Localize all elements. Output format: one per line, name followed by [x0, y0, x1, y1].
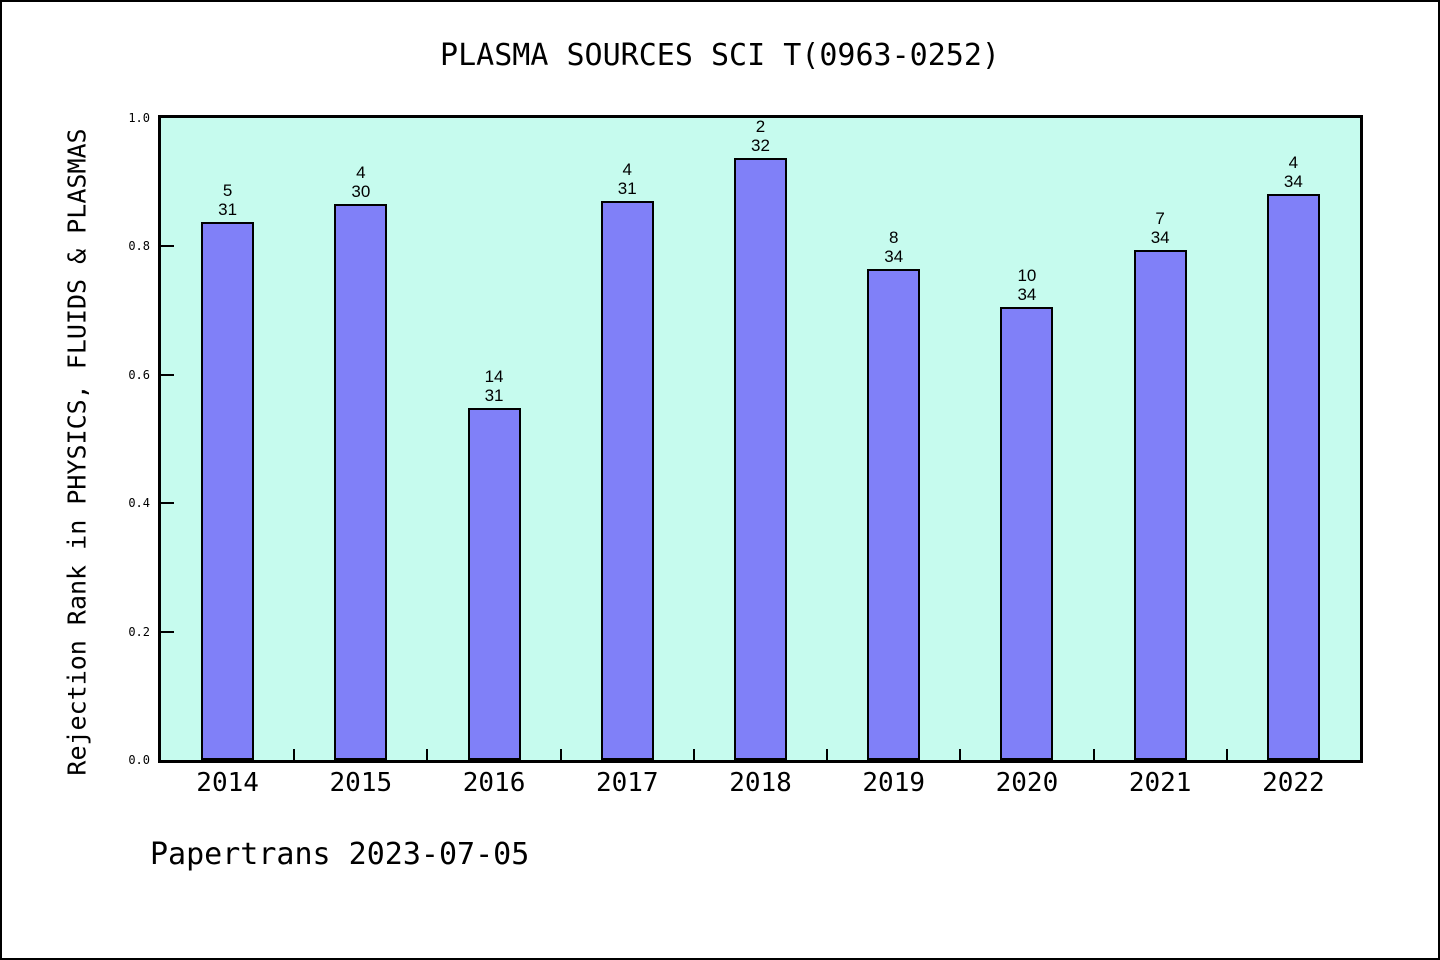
bar: [467, 407, 521, 760]
x-tick-label: 2016: [462, 768, 526, 798]
bar: [201, 221, 255, 760]
bar: [1133, 250, 1187, 760]
bar-value-label: 4 30: [311, 163, 411, 201]
bar: [1000, 306, 1054, 760]
x-minor-tick-mark: [293, 749, 296, 760]
bar: [600, 200, 654, 760]
chart-title: PLASMA SOURCES SCI T(0963-0252): [440, 38, 1000, 73]
bar-rank-value: 4: [1288, 152, 1299, 172]
bar-rank-value: 4: [356, 162, 366, 182]
y-tick-mark: [161, 630, 174, 633]
x-minor-tick-mark: [826, 749, 829, 760]
bar-rank-value: 14: [484, 366, 504, 386]
x-minor-tick-mark: [1225, 749, 1228, 760]
x-tick-label: 2017: [595, 768, 659, 798]
bar-rank-value: 8: [888, 228, 899, 248]
bar: [1266, 193, 1320, 760]
bar-total-value: 31: [617, 178, 637, 198]
bar-rank-value: 5: [222, 180, 233, 200]
bar-total-value: 34: [1283, 171, 1303, 191]
x-tick-label: 2018: [729, 768, 792, 798]
x-tick-label: 2014: [196, 768, 259, 798]
x-minor-tick-mark: [559, 749, 562, 760]
bar-value-label: 10 34: [977, 266, 1077, 304]
bar: [734, 158, 787, 760]
bar-value-label: 7 34: [1110, 209, 1210, 247]
watermark-text: Papertrans 2023-07-05: [150, 837, 530, 872]
x-minor-tick-mark: [959, 749, 962, 760]
plot-area: 5 31 4 30 14 31 4 31 2 32 8 34 10 34 7 34 4 34: [158, 115, 1363, 763]
y-tick-label: 0.0: [128, 753, 150, 767]
bar-rank-value: 4: [622, 159, 632, 179]
bar-value-label: 4 31: [577, 160, 677, 198]
x-minor-tick-mark: [692, 749, 695, 760]
bar-total-value: 31: [218, 199, 238, 219]
y-tick-label: 0.6: [128, 367, 150, 382]
y-tick-mark: [161, 245, 174, 248]
y-tick-label: 0.2: [128, 624, 150, 639]
bar-rank-value: 10: [1017, 265, 1037, 285]
bar-total-value: 32: [751, 136, 770, 156]
bar: [334, 203, 388, 760]
bar-rank-value: 2: [755, 117, 766, 137]
y-tick-mark: [161, 502, 174, 505]
y-tick-mark: [161, 373, 174, 376]
bar-total-value: 31: [484, 385, 504, 405]
x-minor-tick-mark: [426, 749, 429, 760]
bar-value-label: 2 32: [711, 117, 811, 155]
y-tick-label: 0.4: [128, 496, 150, 511]
bar-total-value: 34: [1150, 228, 1170, 248]
bar-total-value: 34: [884, 247, 904, 267]
bar-total-value: 30: [351, 181, 371, 201]
bar-total-value: 34: [1017, 284, 1037, 304]
bar-value-label: 5 31: [178, 181, 278, 219]
y-tick-label: 0.8: [128, 239, 150, 254]
x-tick-label: 2015: [329, 768, 393, 798]
y-axis-label: Rejection Rank in PHYSICS, FLUIDS & PLAS…: [62, 128, 92, 776]
x-minor-tick-mark: [1092, 749, 1095, 760]
y-tick-label: 1.0: [128, 111, 150, 125]
bar-value-label: 8 34: [844, 228, 944, 266]
x-tick-label: 2020: [995, 768, 1059, 798]
bar: [867, 269, 921, 760]
bar-value-label: 14 31: [444, 367, 544, 405]
bar-value-label: 4 34: [1243, 153, 1343, 191]
x-tick-label: 2021: [1128, 768, 1192, 798]
x-tick-label: 2022: [1262, 768, 1325, 798]
bar-rank-value: 7: [1155, 209, 1165, 229]
x-tick-label: 2019: [862, 768, 926, 798]
